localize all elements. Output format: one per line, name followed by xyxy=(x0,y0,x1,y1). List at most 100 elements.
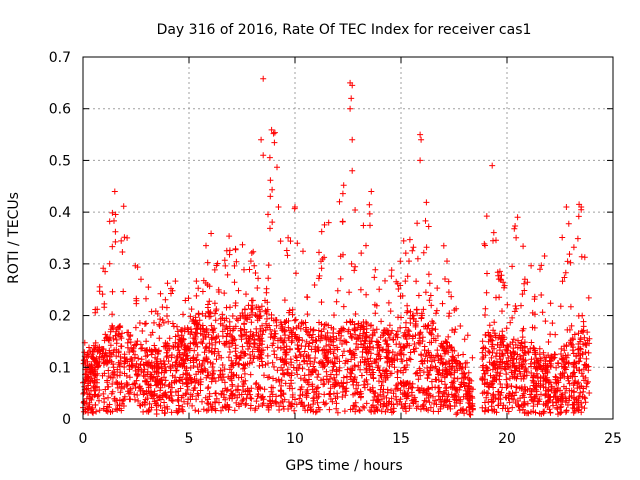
data-point xyxy=(547,331,554,338)
data-point xyxy=(172,333,179,340)
data-point xyxy=(245,346,251,352)
data-point xyxy=(349,82,356,89)
data-point xyxy=(117,389,124,396)
data-point xyxy=(269,359,276,366)
data-point xyxy=(410,346,417,353)
data-point xyxy=(256,347,263,354)
data-point xyxy=(243,291,249,298)
data-point xyxy=(391,357,398,364)
data-point xyxy=(115,324,122,331)
data-point xyxy=(133,360,140,367)
data-point xyxy=(385,343,392,350)
data-point xyxy=(344,373,350,380)
data-point xyxy=(367,371,374,378)
data-point xyxy=(286,346,293,353)
data-point xyxy=(121,384,128,390)
data-point xyxy=(118,343,125,350)
data-point xyxy=(193,325,200,332)
data-point xyxy=(567,303,574,310)
data-point xyxy=(310,337,316,344)
data-point xyxy=(361,384,368,391)
data-point xyxy=(127,385,134,392)
data-point xyxy=(145,382,152,388)
data-point xyxy=(168,354,175,361)
data-point xyxy=(506,399,513,406)
data-point xyxy=(287,238,294,245)
data-point xyxy=(497,370,504,377)
data-point xyxy=(479,338,486,345)
data-point xyxy=(435,377,442,384)
data-point xyxy=(378,382,385,389)
data-point xyxy=(337,253,344,260)
data-point xyxy=(357,388,364,395)
data-point xyxy=(397,258,404,265)
data-point xyxy=(403,357,410,364)
data-point xyxy=(88,387,94,394)
data-point xyxy=(381,330,387,337)
data-point xyxy=(295,346,302,353)
data-point xyxy=(512,223,519,229)
data-point xyxy=(566,387,573,394)
data-point xyxy=(437,342,444,349)
data-point xyxy=(423,398,430,405)
data-point xyxy=(373,338,380,345)
data-point xyxy=(486,359,493,366)
data-point xyxy=(404,307,411,314)
data-point xyxy=(273,377,280,384)
data-point xyxy=(257,354,263,361)
data-point xyxy=(206,313,213,320)
x-tick-label: 10 xyxy=(286,431,304,447)
data-point xyxy=(246,387,252,394)
data-point xyxy=(212,317,219,324)
data-point xyxy=(253,325,260,332)
data-point xyxy=(155,364,162,371)
data-point xyxy=(206,283,213,290)
data-point xyxy=(502,394,509,401)
data-point xyxy=(286,307,293,314)
data-point xyxy=(521,339,528,346)
data-point xyxy=(218,407,224,414)
data-point xyxy=(577,355,584,362)
data-point xyxy=(400,351,407,358)
data-point xyxy=(346,348,353,355)
data-point xyxy=(483,213,490,220)
data-point xyxy=(504,343,511,350)
data-point xyxy=(385,299,392,306)
data-point xyxy=(384,389,391,396)
data-point xyxy=(248,305,255,312)
data-point xyxy=(547,362,554,369)
data-point xyxy=(288,339,295,346)
data-point xyxy=(422,353,429,360)
data-point xyxy=(531,324,538,331)
data-point xyxy=(101,300,108,307)
data-point xyxy=(271,129,278,136)
data-point xyxy=(347,105,354,112)
data-point xyxy=(108,390,115,397)
data-point xyxy=(252,270,259,276)
data-point xyxy=(382,277,388,284)
data-point xyxy=(570,244,577,251)
data-point xyxy=(257,328,264,335)
data-point xyxy=(500,402,507,409)
data-point xyxy=(434,333,441,339)
data-point xyxy=(404,273,411,280)
data-point xyxy=(513,305,520,312)
data-point xyxy=(259,322,266,329)
data-point xyxy=(271,328,278,334)
data-point xyxy=(276,378,283,385)
data-point xyxy=(318,258,324,265)
data-point xyxy=(136,320,143,326)
data-point xyxy=(86,344,92,351)
data-point xyxy=(246,343,253,350)
data-point xyxy=(118,407,125,414)
data-point xyxy=(312,409,319,416)
data-point xyxy=(205,301,211,308)
data-point xyxy=(159,304,166,311)
data-point xyxy=(509,373,516,380)
data-point xyxy=(583,383,590,390)
data-point xyxy=(229,327,236,334)
data-point xyxy=(106,218,113,225)
data-point xyxy=(562,409,569,416)
data-point xyxy=(292,353,299,360)
data-point xyxy=(342,392,349,399)
